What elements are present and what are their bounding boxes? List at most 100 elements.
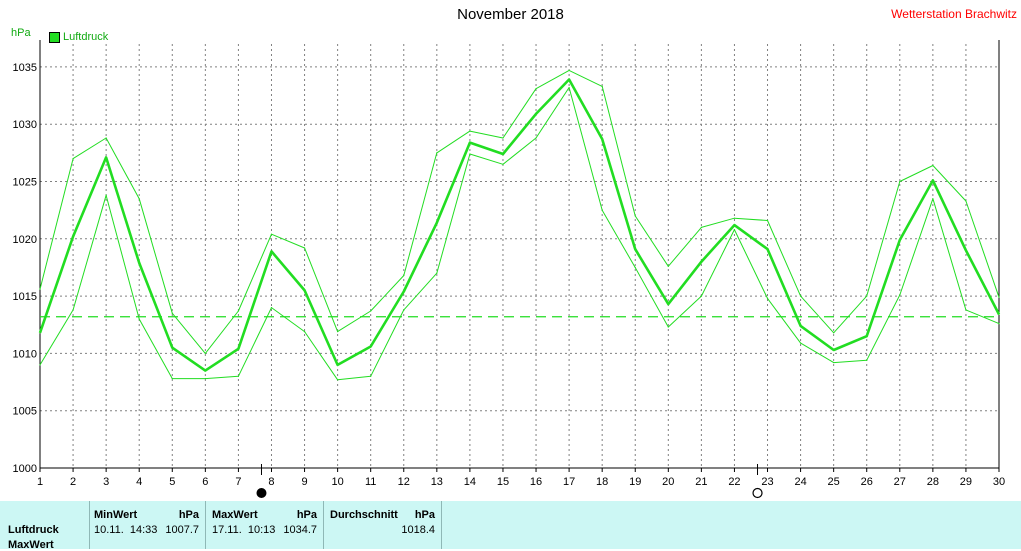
data-point-max — [403, 274, 405, 277]
max-unit: hPa — [296, 509, 317, 521]
data-point-max — [965, 200, 967, 202]
data-point-mean — [766, 248, 769, 250]
data-point-max — [436, 152, 438, 154]
data-point-max — [39, 288, 41, 290]
x-tick-label: 9 — [301, 476, 307, 488]
x-tick-label: 7 — [235, 476, 241, 488]
data-point-min — [403, 309, 405, 311]
data-point-mean — [469, 141, 471, 144]
data-point-mean — [700, 261, 702, 263]
data-point-min — [667, 326, 669, 328]
data-point-mean — [171, 347, 173, 349]
data-point-mean — [833, 349, 835, 351]
x-tick-label: 4 — [136, 476, 142, 488]
data-point-min — [370, 375, 372, 377]
data-point-max — [667, 265, 669, 267]
data-point-min — [733, 229, 736, 231]
x-tick-label: 2 — [70, 476, 76, 488]
x-tick-label: 28 — [927, 476, 939, 488]
data-point-mean — [303, 289, 306, 291]
x-tick-label: 24 — [794, 476, 806, 488]
full-moon-icon — [752, 487, 763, 499]
data-point-max — [700, 226, 702, 228]
min-value: 1007.7 — [165, 524, 199, 536]
data-point-min — [535, 137, 537, 139]
x-tick-label: 6 — [202, 476, 208, 488]
data-point-max — [370, 310, 372, 312]
data-point-max — [601, 85, 603, 87]
x-tick-label: 12 — [398, 476, 410, 488]
stats-min-column: MinWert hPa 10.11. 14:33 1007.7 — [89, 501, 206, 549]
data-point-mean — [535, 113, 537, 115]
pressure-chart: 1 2 3 4 5 6 7 8 9 10 11 12 13 14 15 16 17 18 19 20 21 22 23 24 2… — [13, 40, 1005, 499]
data-point-min — [237, 375, 240, 377]
row-label-luftdruck: Luftdruck — [8, 524, 59, 536]
data-point-min — [105, 194, 107, 196]
data-point-min — [932, 198, 934, 200]
x-tick-label: 25 — [828, 476, 840, 488]
x-tick-label: 18 — [596, 476, 608, 488]
data-point-mean — [601, 138, 603, 140]
data-point-mean — [337, 364, 339, 366]
y-axis-unit: hPa — [11, 27, 31, 39]
data-point-max — [568, 69, 570, 71]
data-point-min — [634, 266, 636, 269]
y-tick-label: 1020 — [13, 234, 37, 246]
x-tick-label: 29 — [960, 476, 972, 488]
series-line-max — [39, 69, 1000, 354]
data-point-min — [833, 361, 835, 364]
x-tick-label: 14 — [464, 476, 476, 488]
data-point-max — [634, 215, 636, 217]
data-point-max — [469, 130, 471, 132]
min-header: MinWert — [94, 509, 138, 521]
data-point-min — [436, 272, 438, 274]
x-tick-label: 27 — [894, 476, 906, 488]
data-point-max — [171, 312, 173, 314]
x-tick-label: 10 — [331, 476, 343, 488]
data-point-mean — [237, 348, 240, 350]
legend-label: Luftdruck — [63, 31, 109, 43]
data-point-max — [105, 137, 107, 139]
data-point-max — [932, 164, 934, 167]
data-point-mean — [270, 250, 273, 253]
data-point-mean — [799, 325, 802, 327]
x-tick-label: 3 — [103, 476, 109, 488]
x-tick-label: 19 — [629, 476, 641, 488]
data-point-max — [766, 219, 769, 222]
data-point-min — [502, 163, 504, 165]
legend: Luftdruck — [49, 31, 108, 43]
max-value: 1034.7 — [283, 524, 317, 536]
avg-header: Durchschnitt — [330, 509, 398, 521]
data-point-mean — [502, 153, 504, 155]
max-time: 17.11. 10:13 — [212, 524, 276, 536]
x-tick-label: 16 — [530, 476, 542, 488]
data-point-mean — [436, 222, 438, 224]
x-tick-label: 23 — [761, 476, 773, 488]
data-point-mean — [138, 262, 140, 264]
data-point-max — [733, 217, 736, 219]
data-point-min — [303, 331, 306, 333]
data-point-max — [337, 331, 339, 333]
row-label-maxwert: MaxWert — [8, 539, 54, 551]
data-point-min — [799, 342, 802, 344]
x-tick-label: 11 — [365, 476, 376, 488]
data-point-mean — [899, 239, 901, 241]
data-point-max — [799, 295, 802, 297]
x-tick-label: 17 — [563, 476, 575, 488]
x-tick-label: 1 — [37, 476, 43, 488]
new-moon-icon — [256, 488, 267, 498]
data-point-mean — [932, 179, 934, 181]
max-header: MaxWert — [212, 509, 258, 521]
data-point-min — [469, 153, 471, 155]
data-point-min — [337, 379, 339, 381]
data-point-min — [171, 378, 173, 380]
series-line-mean — [38, 78, 1001, 372]
avg-value: 1018.4 — [401, 524, 435, 536]
x-tick-label: 21 — [695, 476, 707, 488]
data-point-max — [72, 157, 74, 160]
data-point-min — [39, 364, 41, 366]
data-point-max — [270, 233, 273, 235]
y-tick-label: 1015 — [13, 291, 37, 303]
data-point-mean — [204, 369, 206, 372]
data-point-mean — [866, 335, 868, 337]
